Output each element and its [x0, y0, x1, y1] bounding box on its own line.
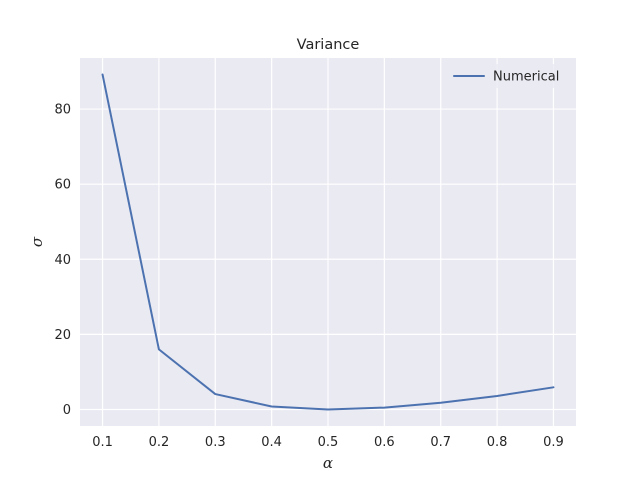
series-layer [101, 73, 555, 411]
x-tick-label: 0.9 [543, 435, 564, 450]
x-tick-label: 0.7 [430, 435, 451, 450]
x-tick-label: 0.2 [149, 435, 170, 450]
x-tick-label: 0.8 [487, 435, 508, 450]
x-tick-label: 0.5 [318, 435, 339, 450]
y-tick-label: 20 [54, 328, 71, 343]
x-axis-label: α [323, 454, 333, 472]
y-tick-labels: 0 20 40 60 80 [54, 103, 71, 418]
legend: Numerical [446, 64, 570, 88]
y-tick-label: 0 [63, 403, 71, 418]
y-tick-label: 60 [54, 178, 71, 193]
x-tick-label: 0.1 [92, 435, 113, 450]
x-tick-labels: 0.1 0.2 0.3 0.4 0.5 0.6 0.7 0.8 0.9 [92, 435, 564, 450]
x-tick-label: 0.3 [205, 435, 226, 450]
x-tick-label: 0.6 [374, 435, 395, 450]
legend-box [446, 64, 570, 88]
chart-title: Variance [297, 37, 360, 53]
y-tick-label: 40 [54, 253, 71, 268]
y-tick-label: 80 [54, 103, 71, 118]
x-tick-label: 0.4 [261, 435, 282, 450]
y-axis-label: σ [28, 236, 46, 247]
legend-label-numerical: Numerical [493, 70, 559, 85]
